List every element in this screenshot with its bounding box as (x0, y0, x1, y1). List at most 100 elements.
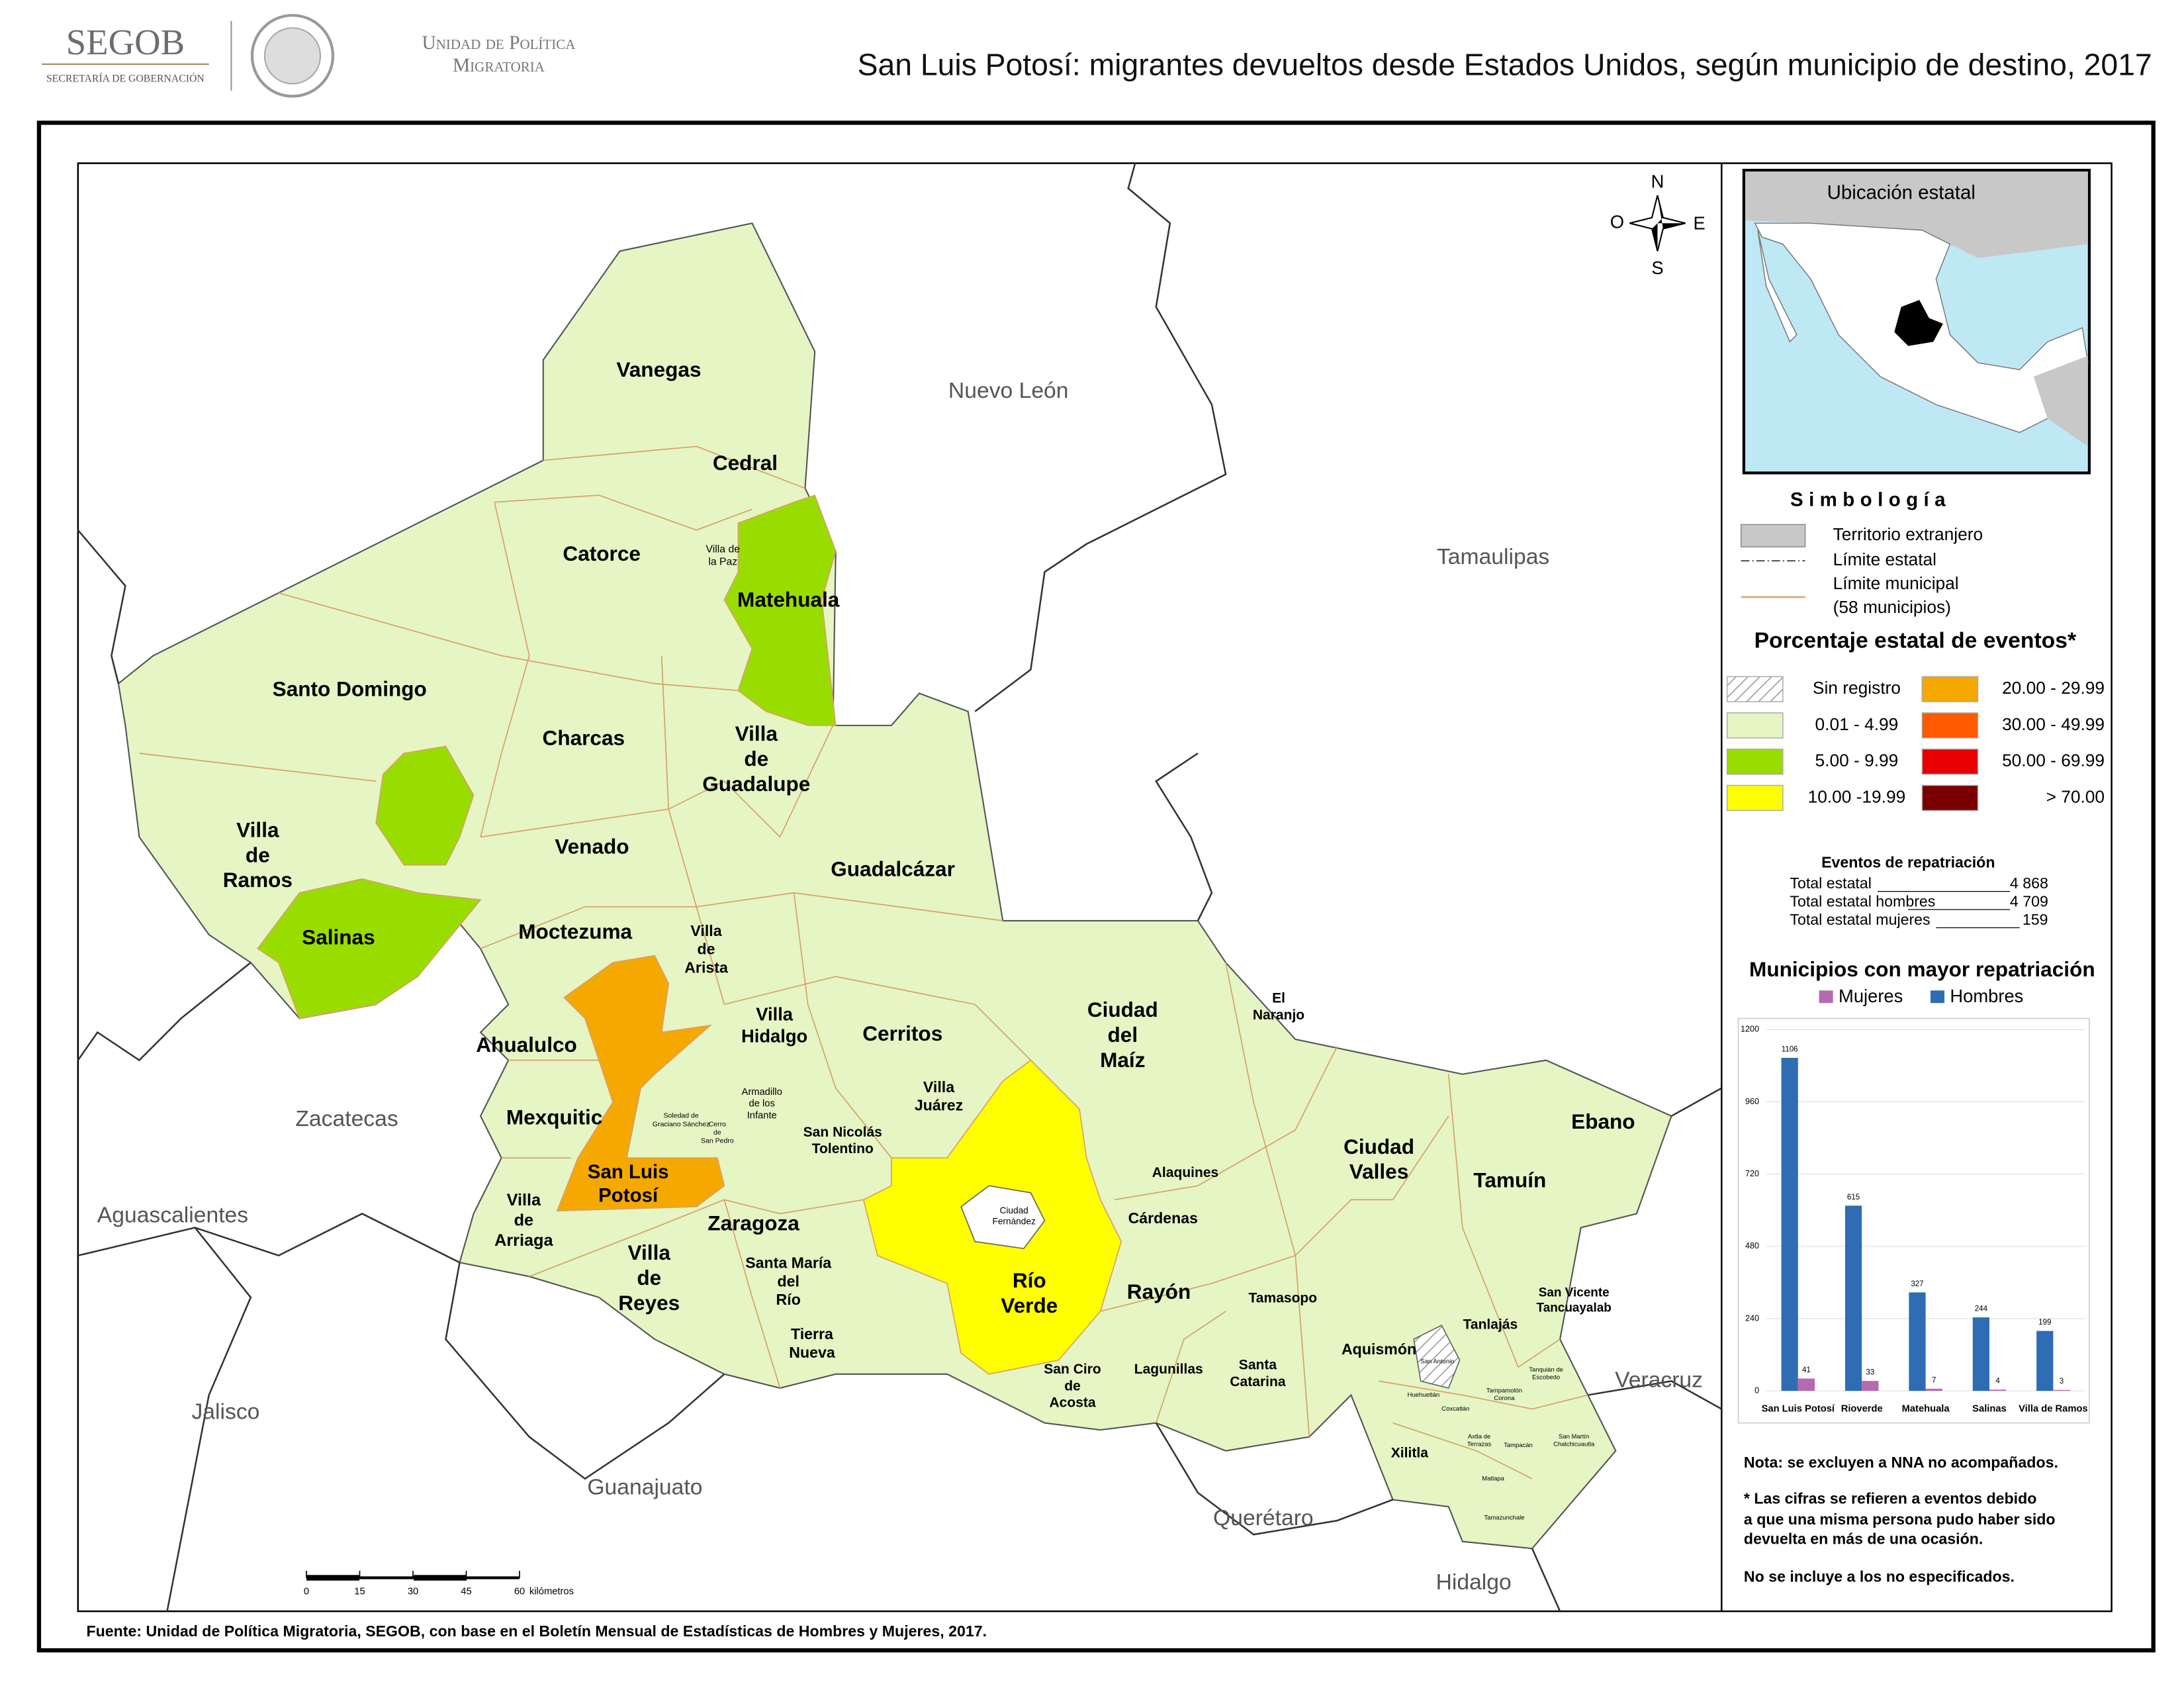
scale-label: 30 (408, 1586, 418, 1597)
municipality-label: del (1108, 1023, 1138, 1047)
bar-value-label: 244 (1975, 1305, 1988, 1313)
municipality-label: Alaquines (1152, 1165, 1219, 1180)
municipality-label: Villa (735, 722, 778, 745)
municipality-label: Villa (690, 922, 722, 939)
municipality-label: de (514, 1211, 533, 1230)
municipality-label: de (637, 1266, 661, 1289)
municipality-label: Villa (507, 1191, 541, 1209)
municipality-label: Verde (1001, 1293, 1058, 1317)
municipality-label: de (713, 1129, 721, 1137)
municipality-label: San Antonio (1420, 1358, 1454, 1365)
y-tick-label: 480 (1745, 1241, 1759, 1250)
municipality-label: Valles (1349, 1160, 1409, 1184)
municipality-label: Graciano Sánchez (653, 1120, 709, 1128)
bar-value-label: 4 (1995, 1378, 2000, 1385)
y-tick-label: 240 (1745, 1313, 1759, 1323)
bar-value-label: 615 (1847, 1194, 1860, 1201)
y-tick-label: 0 (1754, 1385, 1759, 1395)
municipality-label: Santa María (745, 1254, 832, 1271)
legend-swatch (1726, 748, 1784, 775)
legend-swatch (1726, 676, 1784, 702)
municipality-san-luis-potosi (556, 955, 725, 1212)
municipality-label: San Ciro (1044, 1362, 1101, 1377)
municipality-label: Armadillo (742, 1087, 782, 1098)
page-title: San Luis Potosí: migrantes devueltos des… (858, 47, 2152, 81)
logo-subtitle: SECRETARÍA DE GOBERNACIÓN (46, 72, 205, 85)
total-label: Total estatal mujeres (1790, 911, 1930, 928)
state-label: Aguascalientes (97, 1203, 248, 1228)
municipal-boundaries (139, 445, 1588, 1479)
municipality-label: Catorce (563, 541, 641, 565)
legend-class-label: 50.00 - 69.99 (2002, 751, 2105, 771)
note: Nota: se excluyen a NNA no acompañados. (1744, 1454, 2058, 1471)
legend-classes-title: Porcentaje estatal de eventos* (1754, 628, 2077, 653)
chart-legend-label: Hombres (1950, 986, 2023, 1006)
municipality-label: Xilitla (1391, 1446, 1428, 1461)
legend-swatch (1726, 784, 1784, 812)
legend-class-label: Sin registro (1813, 678, 1901, 698)
scale-unit: kilómetros (529, 1586, 574, 1597)
municipality-label: Ciudad (1087, 998, 1158, 1021)
municipality-label: Arista (684, 959, 729, 976)
municipality-label: Tampamolón (1486, 1387, 1522, 1395)
municipality-label: Infante (747, 1110, 777, 1121)
y-tick-label: 1200 (1741, 1025, 1759, 1034)
municipality-label: Mexquitic (506, 1105, 603, 1129)
state-label: Hidalgo (1436, 1570, 1512, 1595)
bar (1989, 1389, 2007, 1391)
municipality-label: Acosta (1049, 1395, 1095, 1411)
municipality-label: Escobedo (1532, 1374, 1560, 1381)
y-tick-label: 960 (1745, 1097, 1759, 1106)
municipality-label: Tancuayalab (1537, 1301, 1612, 1315)
state-label: Zacatecas (295, 1107, 398, 1131)
total-value: 4 709 (2010, 893, 2048, 910)
compass-letter: O (1610, 211, 1624, 232)
municipality-label: Río (1013, 1268, 1046, 1292)
totals-title: Eventos de repatriación (1821, 854, 1995, 871)
inset-title: Ubicación estatal (1827, 182, 1976, 204)
legend-item: (58 municipios) (1833, 597, 1951, 617)
municipality-label: Potosí (598, 1185, 659, 1207)
bar (1862, 1381, 1879, 1391)
chart-title: Municipios con mayor repatriación (1749, 957, 2095, 981)
municipality-label: Chalchicuautla (1553, 1441, 1595, 1448)
municipality-label: Reyes (618, 1291, 680, 1315)
bar (1781, 1058, 1798, 1391)
note: * Las cifras se refieren a eventos debid… (1744, 1490, 2036, 1507)
municipality-label: de (698, 941, 715, 958)
municipality-label: Tampacán (1504, 1442, 1533, 1449)
legend-title: Simbología (1790, 489, 1951, 510)
note: No se incluye a los no especificados. (1744, 1568, 2015, 1585)
municipality-label: de (744, 747, 768, 771)
municipality-label: de (246, 843, 270, 867)
bar (1797, 1378, 1815, 1391)
unit-name: Migratoria (453, 55, 545, 76)
municipality-label: San Pedro (701, 1137, 734, 1145)
municipality-label: Matlapa (1482, 1475, 1504, 1482)
legend-swatch (1921, 748, 1979, 775)
municipality-label: Arriaga (494, 1231, 553, 1250)
source: Fuente: Unidad de Política Migratoria, S… (86, 1622, 987, 1640)
municipality-label: Tanquián de (1529, 1366, 1563, 1374)
municipality-label: Naranjo (1253, 1008, 1304, 1023)
x-tick-label: San Luis Potosí (1762, 1403, 1835, 1414)
legend-class-label: 0.01 - 4.99 (1815, 714, 1899, 734)
municipality-no-record (1413, 1324, 1461, 1389)
total-label: Total estatal (1790, 874, 1871, 892)
legend-swatch (1921, 676, 1979, 702)
municipality-label: Guadalupe (702, 772, 810, 796)
bar-value-label: 3 (2060, 1378, 2064, 1385)
municipality-label: Cerro (709, 1120, 726, 1128)
scale-label: 60 (514, 1586, 525, 1597)
scale-label: 0 (304, 1586, 309, 1597)
inset-map (1742, 169, 2091, 475)
y-tick-label: 720 (1745, 1169, 1759, 1178)
note: a que una misma persona pudo haber sido (1744, 1511, 2056, 1528)
municipality-label: Tamuín (1473, 1168, 1546, 1192)
x-tick-label: Villa de Ramos (2019, 1403, 2087, 1414)
compass-rose (1629, 195, 1686, 252)
state-borders (77, 163, 1722, 1612)
x-tick-label: Salinas (1972, 1403, 2007, 1414)
municipality-label: El (1272, 990, 1285, 1006)
